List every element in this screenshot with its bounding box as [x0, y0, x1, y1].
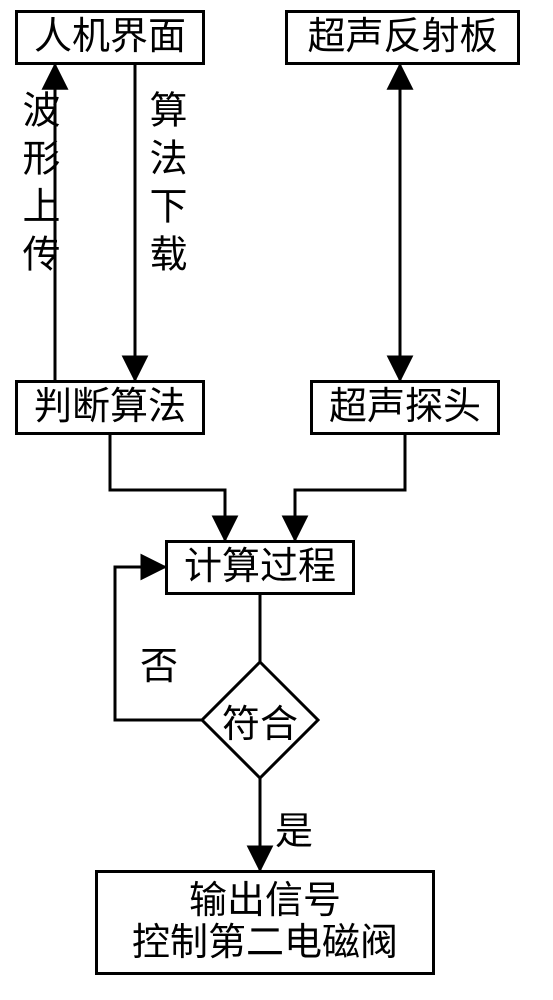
label-upload: 波形上传: [18, 90, 56, 282]
box-algo-label: 判断算法: [34, 387, 186, 429]
box-hmi: 人机界面: [15, 10, 205, 65]
decision-label: 符合: [222, 693, 298, 748]
box-reflector-label: 超声反射板: [307, 17, 497, 59]
box-hmi-label: 人机界面: [34, 17, 186, 59]
box-probe: 超声探头: [310, 380, 500, 435]
box-algo: 判断算法: [15, 380, 205, 435]
label-download: 算法下载: [145, 90, 183, 282]
box-reflector: 超声反射板: [285, 10, 520, 65]
box-output: 输出信号 控制第二电磁阀: [95, 870, 435, 975]
box-calc: 计算过程: [165, 540, 355, 595]
box-calc-label: 计算过程: [184, 547, 336, 589]
decision-diamond: 符合: [200, 660, 320, 780]
label-no: 否: [140, 635, 178, 690]
box-probe-label: 超声探头: [329, 387, 481, 429]
label-yes: 是: [275, 800, 313, 855]
box-output-label: 输出信号 控制第二电磁阀: [132, 881, 398, 965]
